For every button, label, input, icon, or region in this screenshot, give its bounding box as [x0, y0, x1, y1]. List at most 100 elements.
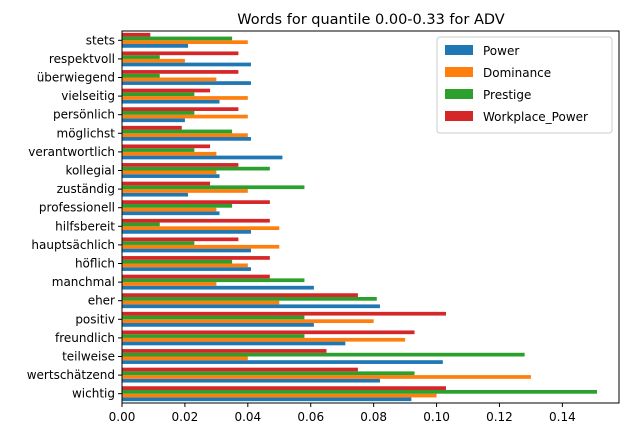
bar-prestige-2 [122, 352, 525, 357]
bar-dominance-8 [122, 244, 280, 249]
bar-prestige-19 [122, 36, 233, 41]
y-tick-label: hauptsächlich [31, 238, 115, 252]
bar-prestige-6 [122, 278, 305, 283]
bars-layer [122, 32, 597, 402]
bar-power-1 [122, 378, 380, 383]
x-tick-label: 0.02 [172, 410, 199, 424]
bar-dominance-5 [122, 300, 280, 305]
legend-label-power: Power [483, 44, 519, 58]
bar-dominance-1 [122, 375, 531, 379]
bar-prestige-8 [122, 241, 195, 245]
x-tick-label: 0.10 [423, 410, 450, 424]
bar-dominance-9 [122, 226, 280, 231]
legend-swatch-dominance [445, 67, 473, 77]
bar-dominance-3 [122, 337, 406, 342]
bar-workplace-power-14 [122, 125, 182, 130]
bar-workplace-power-16 [122, 88, 211, 93]
bar-prestige-7 [122, 259, 233, 264]
y-tick-label: respektvoll [49, 52, 115, 66]
y-tick-label: möglichst [57, 126, 116, 140]
x-axis: 0.00 0.02 0.04 0.06 0.08 0.10 0.12 0.14 [109, 403, 576, 424]
bar-power-0 [122, 397, 412, 402]
bar-workplace-power-19 [122, 32, 151, 37]
x-tick-label: 0.06 [297, 410, 324, 424]
bar-workplace-power-6 [122, 274, 270, 279]
bar-power-2 [122, 360, 443, 364]
bar-workplace-power-5 [122, 293, 358, 297]
bar-dominance-0 [122, 393, 437, 398]
bar-power-17 [122, 81, 251, 85]
x-tick-label: 0.00 [109, 410, 136, 424]
bar-workplace-power-11 [122, 181, 211, 186]
y-tick-label: wichtig [72, 387, 115, 401]
bar-prestige-16 [122, 92, 195, 97]
bar-power-6 [122, 285, 314, 290]
bar-dominance-16 [122, 96, 248, 100]
bar-dominance-15 [122, 114, 248, 119]
bar-workplace-power-12 [122, 163, 239, 167]
y-tick-label: teilweise [62, 350, 115, 364]
bar-workplace-power-13 [122, 144, 211, 149]
bar-workplace-power-3 [122, 330, 415, 335]
chart-title: Words for quantile 0.00-0.33 for ADV [237, 12, 505, 28]
legend-swatch-prestige [445, 89, 473, 99]
bar-dominance-6 [122, 282, 217, 286]
x-tick-label: 0.04 [234, 410, 261, 424]
y-tick-label: manchmal [52, 275, 115, 289]
bar-dominance-19 [122, 40, 248, 45]
bar-prestige-4 [122, 315, 305, 320]
bar-power-18 [122, 62, 251, 67]
bar-workplace-power-8 [122, 237, 239, 242]
bar-dominance-13 [122, 151, 217, 156]
bar-dominance-11 [122, 189, 248, 193]
bar-workplace-power-18 [122, 51, 239, 56]
bar-dominance-7 [122, 263, 248, 268]
legend-label-dominance: Dominance [483, 66, 551, 80]
bar-workplace-power-15 [122, 107, 239, 111]
x-tick-label: 0.08 [360, 410, 387, 424]
bar-prestige-1 [122, 371, 415, 376]
bar-workplace-power-17 [122, 70, 239, 74]
bar-prestige-3 [122, 334, 305, 338]
bar-power-12 [122, 174, 220, 178]
bar-prestige-14 [122, 129, 233, 134]
bar-prestige-11 [122, 185, 305, 190]
bar-power-8 [122, 248, 251, 253]
legend-label-workplace-power: Workplace_Power [483, 110, 588, 124]
y-tick-label: überwiegend [37, 71, 115, 85]
bar-prestige-15 [122, 110, 195, 115]
bar-power-7 [122, 267, 251, 271]
y-tick-label: wertschätzend [27, 368, 115, 382]
bar-workplace-power-10 [122, 200, 270, 204]
y-tick-label: kollegial [65, 164, 115, 178]
bar-dominance-12 [122, 170, 217, 175]
bar-power-13 [122, 155, 283, 160]
y-tick-label: hilfsbereit [55, 219, 115, 233]
bar-power-14 [122, 137, 251, 141]
bar-dominance-2 [122, 356, 248, 361]
legend-swatch-power [445, 45, 473, 55]
y-axis: wichtig wertschätzend teilweise freundlich p… [27, 33, 122, 401]
bar-workplace-power-9 [122, 218, 270, 223]
y-tick-label: verantwortlich [28, 145, 115, 159]
bar-dominance-10 [122, 207, 217, 212]
bar-prestige-18 [122, 55, 160, 59]
bar-power-9 [122, 230, 251, 234]
bar-prestige-0 [122, 389, 597, 394]
bar-power-11 [122, 192, 189, 197]
bar-prestige-13 [122, 148, 195, 152]
x-tick-label: 0.14 [549, 410, 576, 424]
legend-frame [436, 36, 613, 134]
bar-prestige-17 [122, 73, 160, 78]
bar-workplace-power-2 [122, 349, 327, 353]
bar-workplace-power-1 [122, 367, 358, 372]
y-tick-label: vielseitig [61, 89, 115, 103]
bar-power-15 [122, 118, 185, 123]
y-tick-label: stets [86, 33, 115, 47]
bar-power-3 [122, 341, 346, 346]
bar-power-4 [122, 323, 314, 327]
bar-workplace-power-7 [122, 256, 270, 260]
bar-dominance-18 [122, 58, 185, 63]
bar-power-19 [122, 44, 189, 48]
